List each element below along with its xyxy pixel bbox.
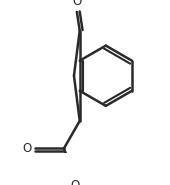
Text: O: O: [72, 0, 81, 8]
Text: O: O: [22, 142, 32, 155]
Text: O: O: [70, 179, 79, 185]
